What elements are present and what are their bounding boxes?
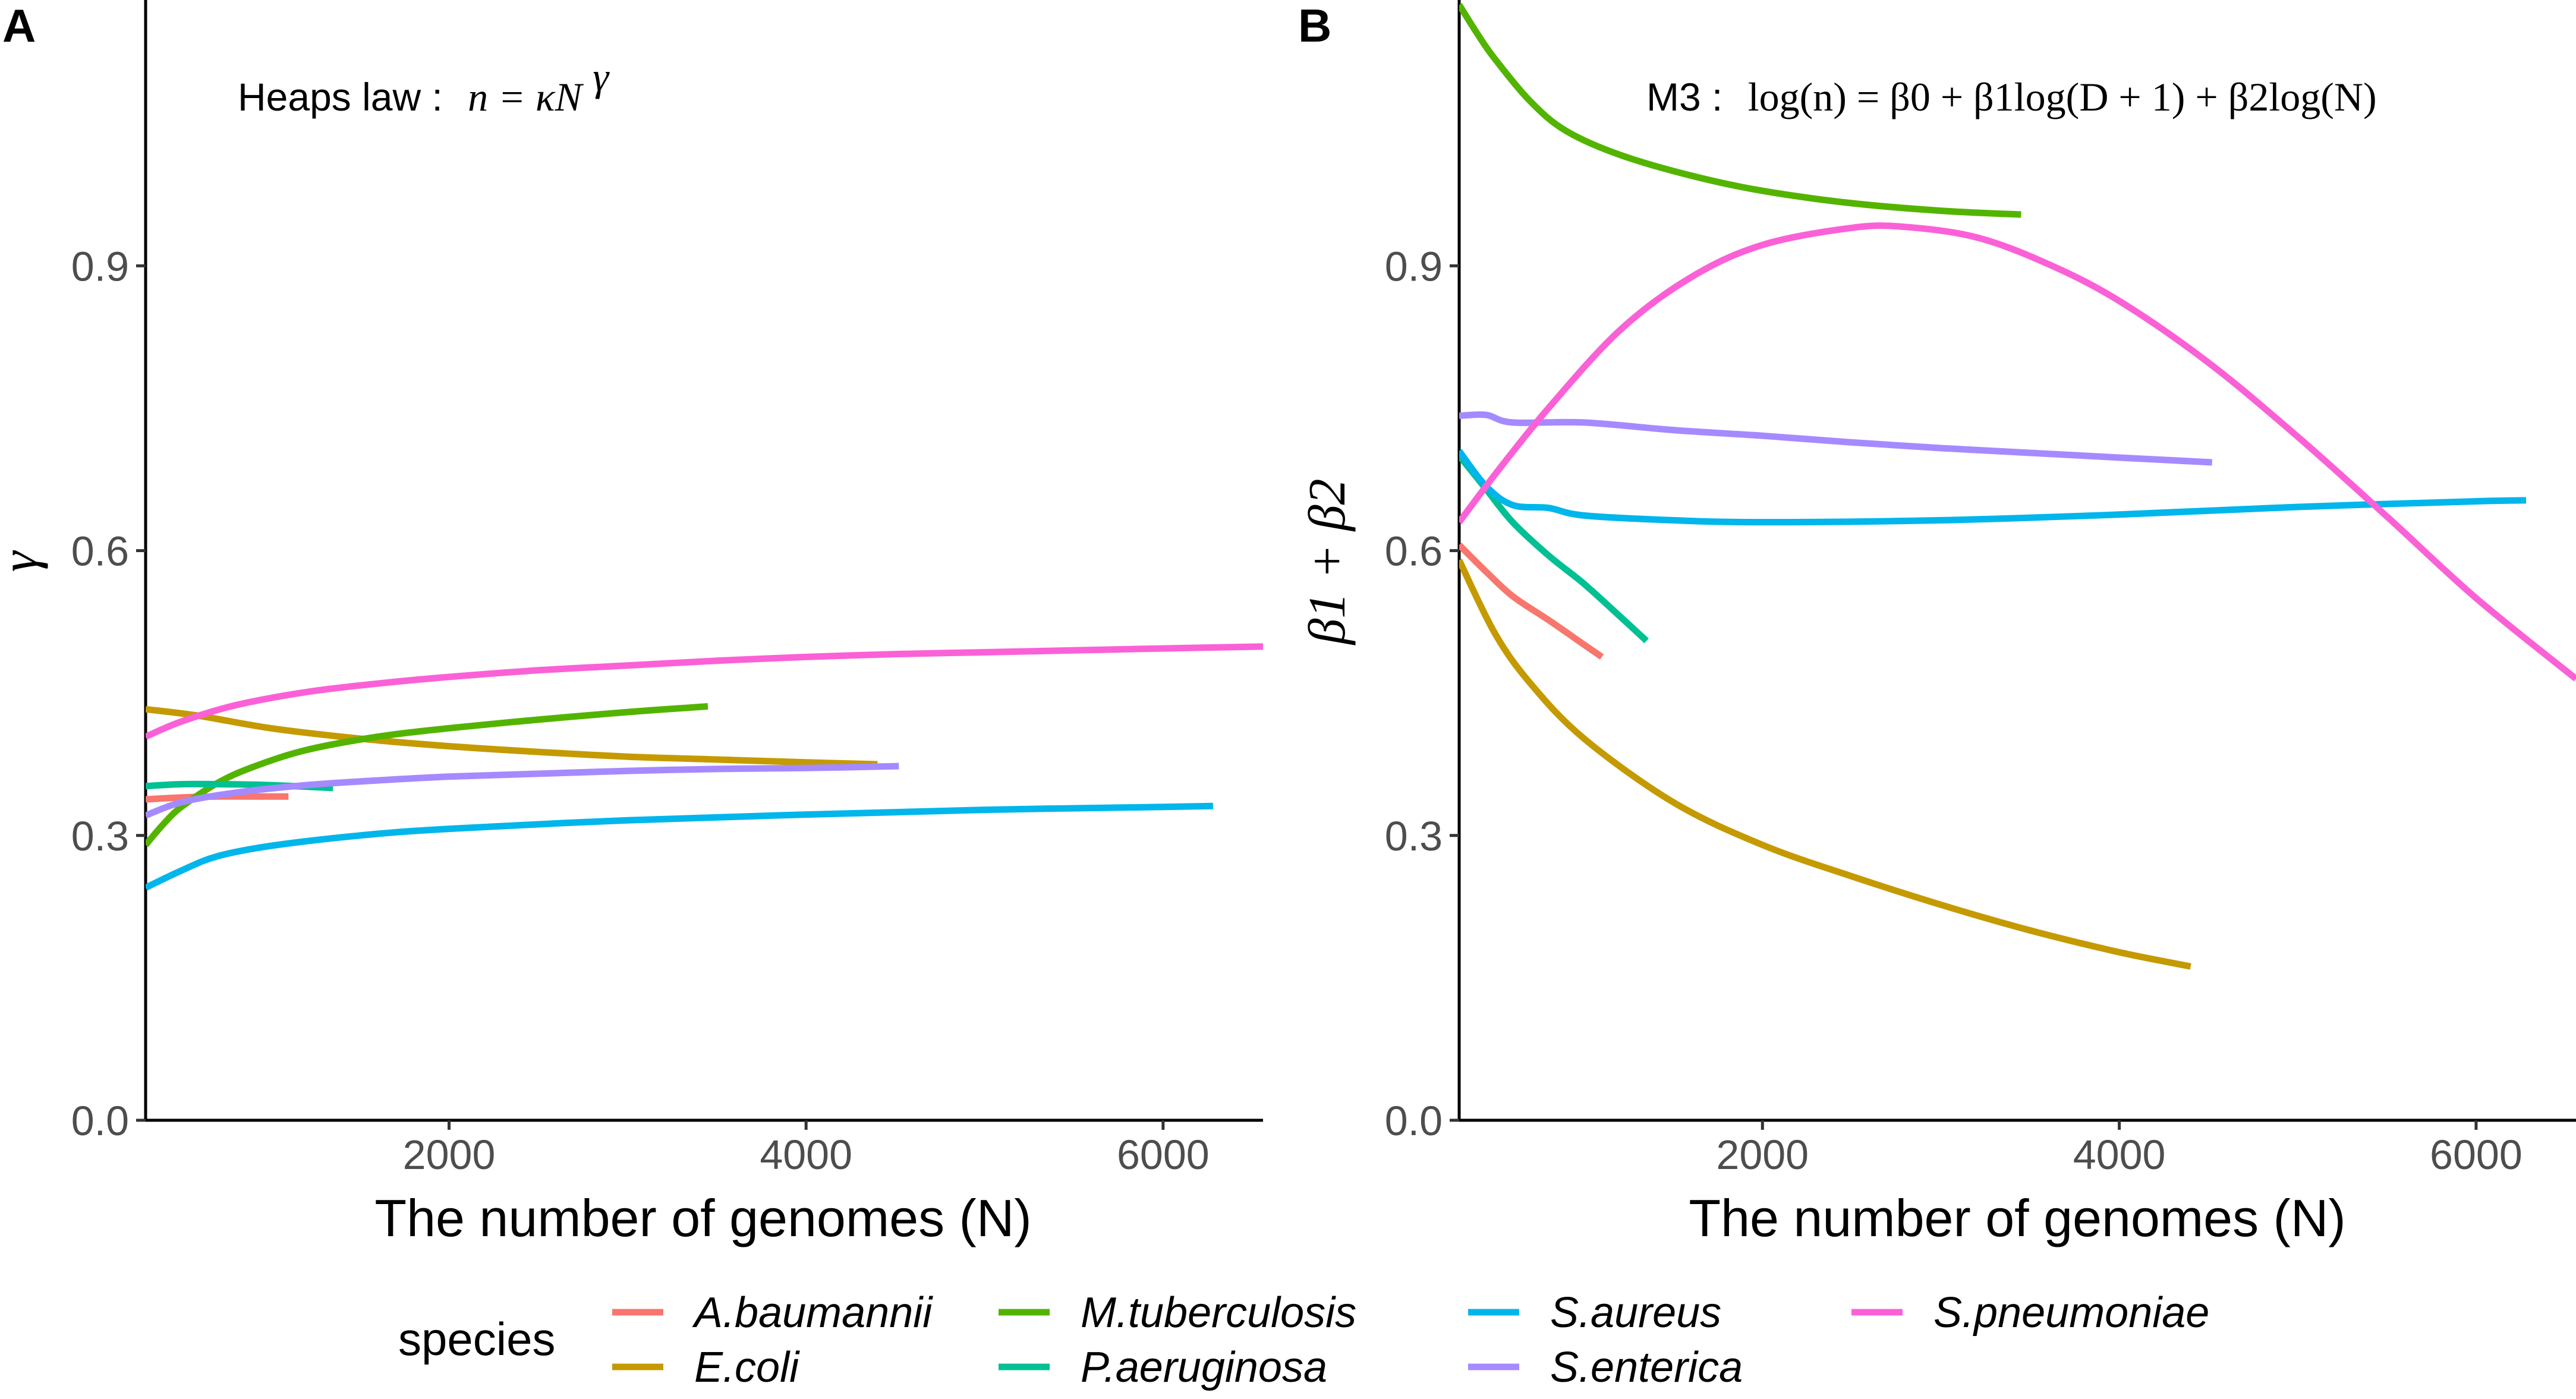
panel-b-annotation-prefix: M3 : bbox=[1646, 75, 1722, 119]
legend-item-e-coli: E.coli bbox=[612, 1344, 800, 1391]
legend-items: A.baumannii E.coli M.tuberculosis P.aerugin… bbox=[612, 1289, 2209, 1391]
legend-label: S.pneumoniae bbox=[1933, 1289, 2209, 1337]
legend-item-p-aeruginosa: P.aeruginosa bbox=[999, 1344, 1327, 1391]
panel-b-plot: 0.0 0.3 0.6 0.9 2000 4000 6000 bbox=[1385, 0, 2576, 1178]
panel-b-y-tick-label: 0.3 bbox=[1385, 813, 1443, 859]
panel-a-x-tick-label: 6000 bbox=[1117, 1132, 1210, 1178]
panel-a-letter: A bbox=[2, 0, 36, 52]
legend-label: S.enterica bbox=[1550, 1344, 1743, 1391]
panel-b-x-tick-label: 2000 bbox=[1716, 1132, 1809, 1178]
panel-b-y-tick-label: 0.0 bbox=[1385, 1098, 1443, 1144]
panel-b-series-m-tuberculosis bbox=[1459, 3, 2021, 218]
legend-label: M.tuberculosis bbox=[1081, 1289, 1356, 1337]
legend-item-a-baumannii: A.baumannii bbox=[612, 1289, 933, 1337]
panel-b-x-tick-label: 4000 bbox=[2073, 1132, 2166, 1178]
panel-a-y-tick-label: 0.6 bbox=[71, 528, 129, 575]
panel-a-y-tick-label: 0.3 bbox=[71, 813, 129, 859]
panel-a-x-tick-label: 2000 bbox=[403, 1132, 496, 1178]
panel-a-plot: 0.0 0.3 0.6 0.9 2000 4000 6000 bbox=[71, 0, 1263, 1178]
panel-a-x-tick-label: 4000 bbox=[760, 1132, 852, 1178]
panel-a-series-m-tuberculosis bbox=[146, 703, 708, 847]
panel-a-series-s-enterica bbox=[146, 762, 899, 819]
panel-a-annotation-sup: γ bbox=[593, 54, 610, 99]
panel-b-series-e-coli bbox=[1459, 559, 2191, 970]
legend-item-m-tuberculosis: M.tuberculosis bbox=[999, 1289, 1356, 1337]
legend-label: P.aeruginosa bbox=[1081, 1344, 1327, 1391]
panel-a-y-tick-label: 0.0 bbox=[71, 1098, 129, 1144]
legend-label: A.baumannii bbox=[692, 1289, 933, 1337]
panel-a-annotation-formula: n = κN bbox=[468, 74, 584, 119]
panel-a-series-e-coli bbox=[146, 705, 878, 768]
panel-a-series-s-aureus bbox=[146, 802, 1214, 891]
panel-a: A 0.0 0.3 0.6 0.9 2000 4000 6000 Heaps law : n… bbox=[0, 0, 1263, 1247]
panel-a-annotation-prefix: Heaps law : bbox=[238, 75, 443, 119]
panel-b-annotation-formula: log(n) = β0 + β1log(D + 1) + β2log(N) bbox=[1748, 74, 2377, 119]
legend-label: E.coli bbox=[694, 1344, 800, 1391]
panel-a-series-s-pneumoniae bbox=[146, 643, 1263, 740]
legend-title: species bbox=[398, 1313, 555, 1365]
legend-item-s-pneumoniae: S.pneumoniae bbox=[1851, 1289, 2209, 1337]
panel-b-x-tick-label: 6000 bbox=[2430, 1132, 2523, 1178]
panel-b-y-tick-label: 0.6 bbox=[1385, 528, 1443, 575]
legend-item-s-enterica: S.enterica bbox=[1468, 1344, 1743, 1391]
panel-b-series-s-enterica bbox=[1459, 411, 2212, 466]
panel-b-series-a-baumannii bbox=[1459, 543, 1604, 660]
legend-label: S.aureus bbox=[1550, 1289, 1721, 1337]
panel-a-y-axis-title: γ bbox=[0, 550, 49, 572]
panel-b-annotation: M3 : log(n) = β0 + β1log(D + 1) + β2log(… bbox=[1646, 74, 2377, 119]
panel-b-y-axis-title: β1 + β2 bbox=[1299, 478, 1356, 645]
panel-a-x-axis-title: The number of genomes (N) bbox=[374, 1189, 1031, 1247]
panel-a-annotation: Heaps law : n = κN γ bbox=[238, 54, 610, 119]
panel-b-letter: B bbox=[1298, 0, 1331, 52]
panel-a-y-tick-label: 0.9 bbox=[71, 243, 129, 289]
panel-b-y-tick-label: 0.9 bbox=[1385, 243, 1443, 289]
panel-b-series-s-pneumoniae bbox=[1459, 222, 2576, 682]
panel-b: B 0.0 0.3 0.6 0.9 2000 4000 6000 M3 : log(n) =… bbox=[1298, 0, 2576, 1247]
legend: species A.baumannii E.coli M.tuberculosis P… bbox=[398, 1289, 2209, 1391]
panel-b-x-axis-title: The number of genomes (N) bbox=[1689, 1189, 2345, 1247]
panel-b-series-s-aureus bbox=[1459, 449, 2527, 526]
legend-item-s-aureus: S.aureus bbox=[1468, 1289, 1721, 1337]
